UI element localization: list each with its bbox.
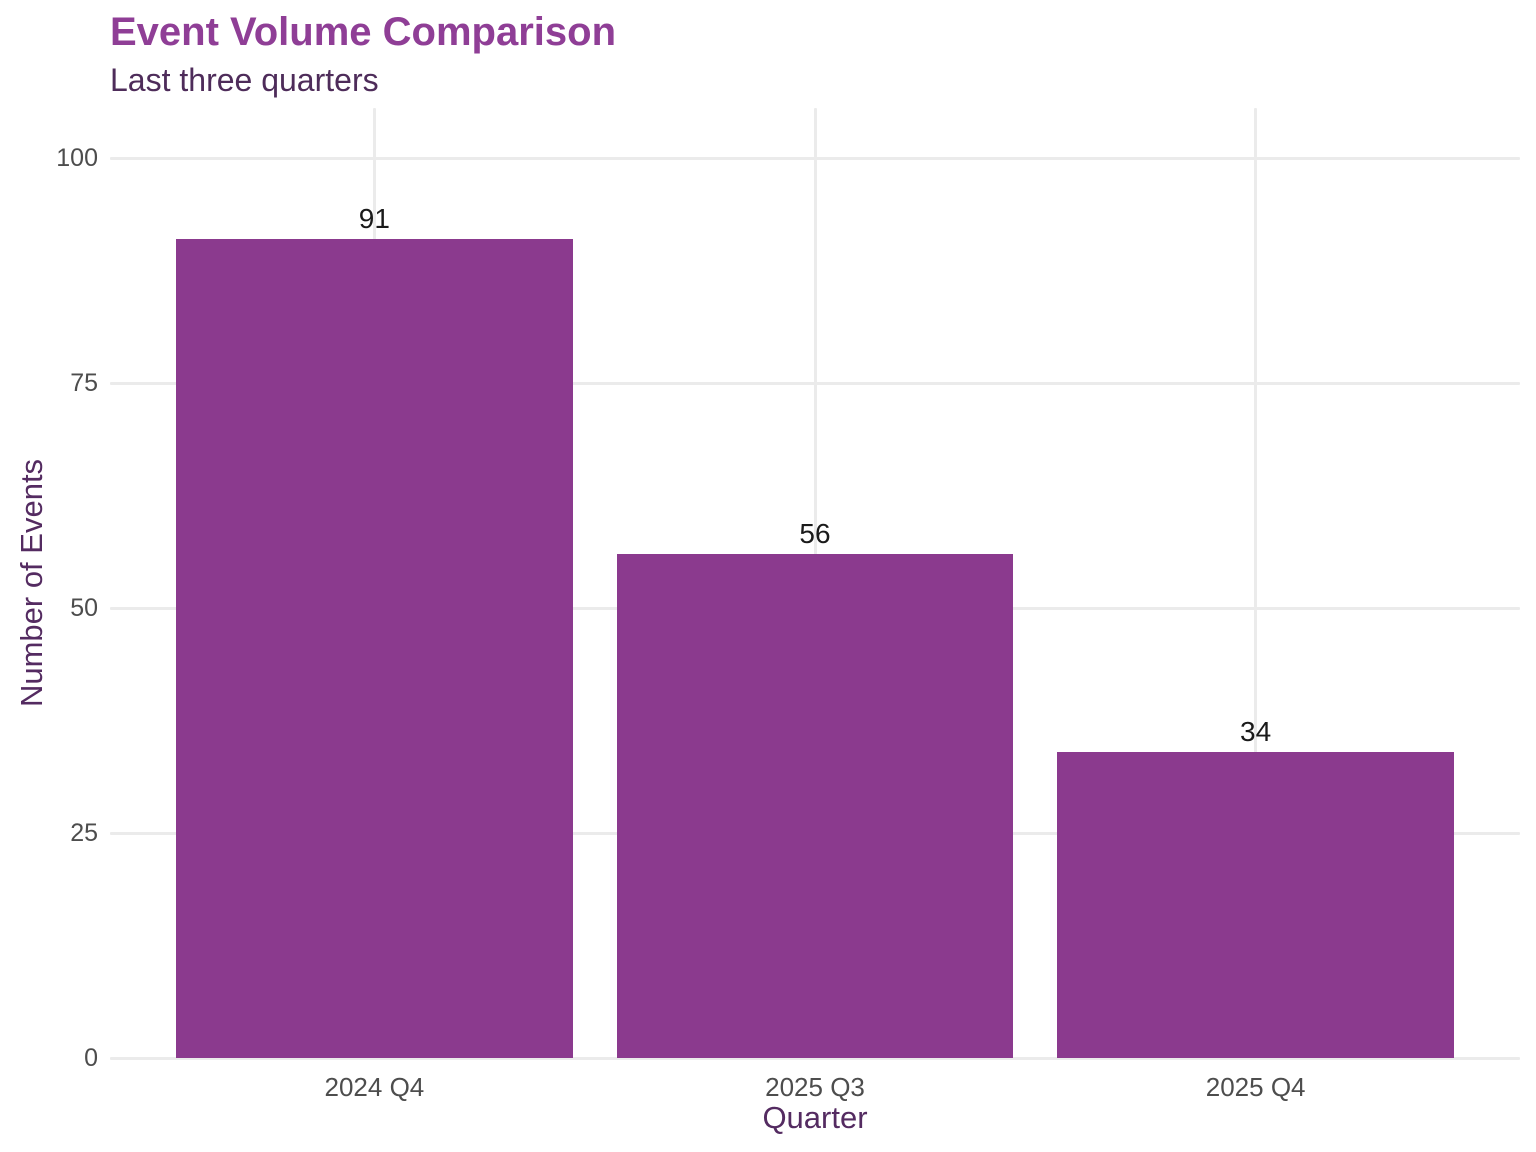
x-gridline: [1254, 108, 1258, 1058]
y-tick-label: 0: [84, 1044, 98, 1072]
y-tick-label: 25: [70, 819, 98, 847]
x-axis-title: Quarter: [762, 1100, 868, 1135]
bar-value-label: 91: [358, 203, 390, 234]
bar: [616, 554, 1014, 1058]
x-tick-label: 2025 Q4: [1205, 1072, 1306, 1102]
bar-value-label: 34: [1240, 716, 1272, 747]
bar: [1057, 752, 1454, 1058]
y-tick-label: 75: [70, 369, 98, 397]
y-tick-label: 50: [70, 594, 98, 622]
chart-subtitle: Last three quarters: [110, 62, 379, 98]
x-tick-label: 2025 Q3: [765, 1072, 865, 1102]
bar-value-label: 56: [799, 518, 831, 549]
chart-title: Event Volume Comparison: [110, 10, 617, 54]
bar: [176, 239, 573, 1058]
y-tick-label: 100: [56, 144, 98, 172]
y-gridline: [110, 1056, 1520, 1060]
x-tick-label: 2024 Q4: [324, 1072, 425, 1102]
y-axis-title: Number of Events: [14, 458, 49, 708]
